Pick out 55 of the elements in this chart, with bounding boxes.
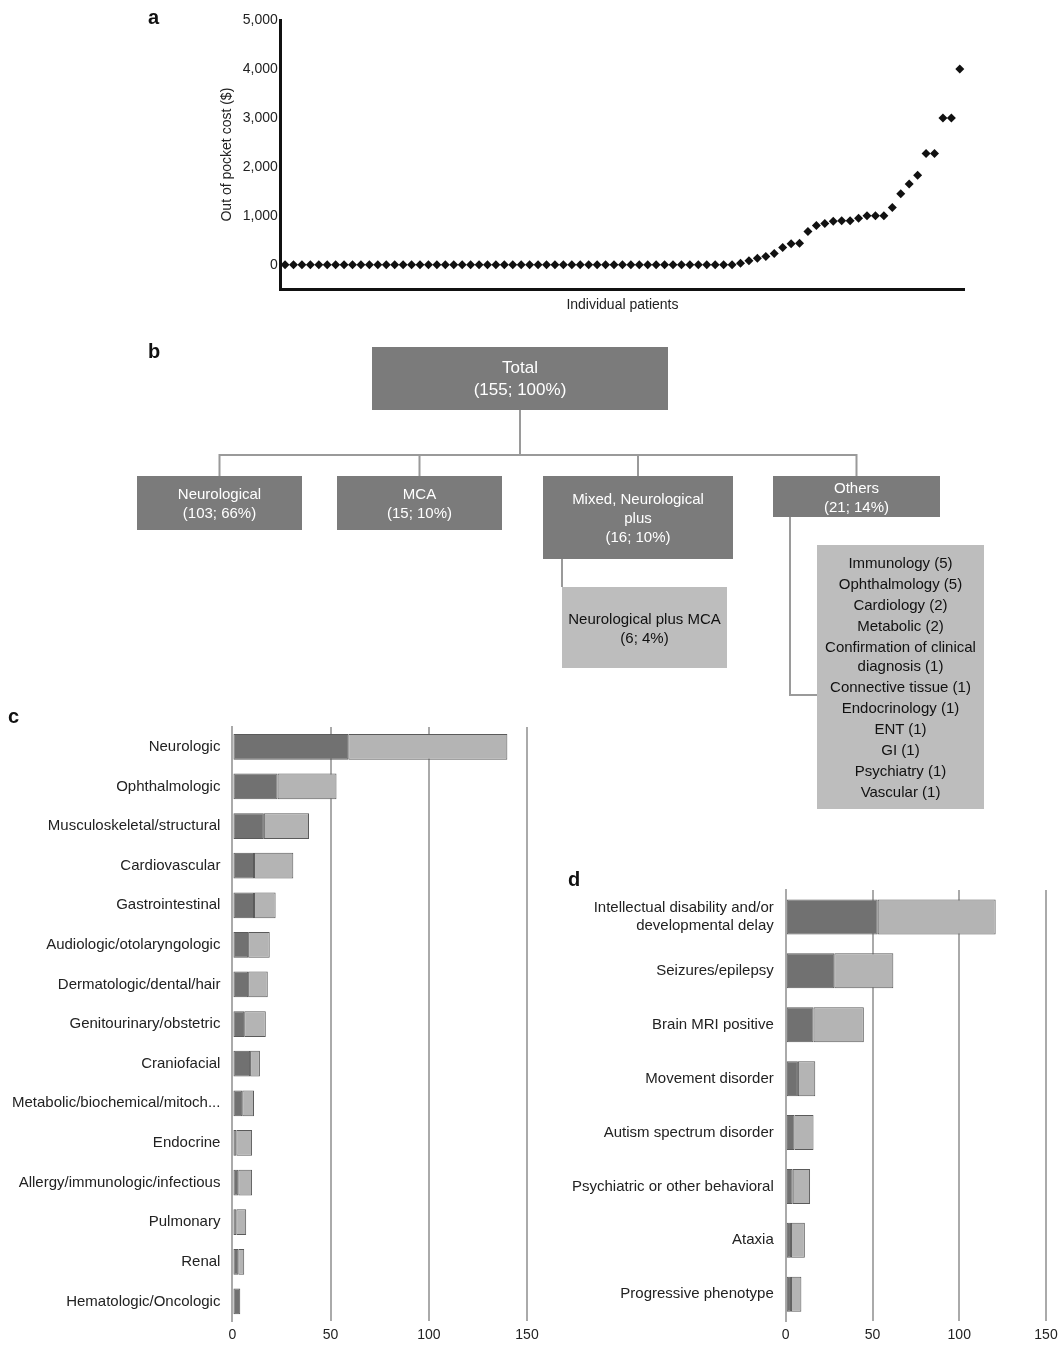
- text: Total (155; 100%): [372, 347, 668, 410]
- x-tick-label: 0: [228, 1326, 237, 1343]
- y-tick-label: Dermatologic/dental/hair: [57, 974, 221, 992]
- x-tick-label: 150: [1034, 1326, 1058, 1343]
- text: d: [568, 868, 581, 891]
- y-tick-label: Neurologic: [148, 736, 221, 754]
- y-tick-label: Metabolic/biochemical/mitoch...: [12, 1093, 221, 1111]
- y-tick-label: Progressive phenotype: [620, 1284, 774, 1302]
- y-tick-label: 5,000: [242, 10, 279, 27]
- text: GI (1): [880, 740, 921, 759]
- y-tick-label: 0: [270, 255, 279, 272]
- text: Cardiology (2): [852, 595, 949, 614]
- text: Endocrinology (1): [840, 698, 961, 717]
- x-tick-label: 100: [417, 1326, 441, 1343]
- x-tick-label: 100: [947, 1326, 972, 1343]
- y-tick-label: Intellectual disability and/or developmental delay: [593, 898, 775, 934]
- text: ENT (1): [873, 719, 928, 738]
- text: Psychiatry (1): [853, 761, 948, 780]
- text: c: [8, 705, 20, 728]
- x-axis-title: Individual patients: [566, 296, 679, 313]
- y-tick-label: 3,000: [242, 108, 279, 125]
- x-tick-label: 150: [515, 1326, 539, 1343]
- text: b: [148, 340, 161, 363]
- text: Ophthalmology (5): [837, 574, 964, 593]
- y-tick-label: Pulmonary: [148, 1212, 221, 1230]
- y-tick-label: Gastrointestinal: [116, 895, 221, 913]
- y-tick-label: Genitourinary/obstetric: [69, 1014, 221, 1032]
- text: Vascular (1): [859, 782, 942, 801]
- y-tick-label: 2,000: [242, 157, 279, 174]
- y-tick-label: Autism spectrum disorder: [603, 1122, 774, 1140]
- chart-title: a: [148, 6, 160, 29]
- y-tick-label: Psychiatric or other behavioral: [571, 1176, 774, 1194]
- y-tick-label: 4,000: [242, 59, 279, 76]
- y-axis-title: Out of pocket cost ($): [218, 87, 235, 222]
- y-tick-label: Allergy/immunologic/infectious: [18, 1172, 221, 1190]
- y-tick-label: Movement disorder: [645, 1068, 774, 1086]
- x-tick-label: 50: [322, 1326, 339, 1343]
- text: Immunology (5): [847, 553, 954, 572]
- y-tick-label: Hematologic/Oncologic: [66, 1291, 221, 1309]
- x-tick-label: 0: [781, 1326, 790, 1343]
- y-tick-label: Cardiovascular: [120, 855, 221, 873]
- y-tick-label: Craniofacial: [141, 1053, 221, 1071]
- y-tick-label: Audiologic/otolaryngologic: [46, 935, 221, 953]
- y-tick-label: 1,000: [242, 206, 279, 223]
- y-tick-label: Ataxia: [732, 1230, 775, 1248]
- y-tick-label: Renal: [181, 1251, 221, 1269]
- text: Metabolic (2): [856, 616, 945, 635]
- y-tick-label: Ophthalmologic: [116, 776, 221, 794]
- y-tick-label: Musculoskeletal/structural: [47, 816, 221, 834]
- text: Confirmation of clinical diagnosis (1): [824, 637, 977, 675]
- y-tick-label: Endocrine: [152, 1133, 221, 1151]
- y-tick-label: Seizures/epilepsy: [656, 960, 775, 978]
- text: Connective tissue (1): [829, 677, 972, 696]
- x-tick-label: 50: [864, 1326, 881, 1343]
- y-tick-label: Brain MRI positive: [652, 1014, 774, 1032]
